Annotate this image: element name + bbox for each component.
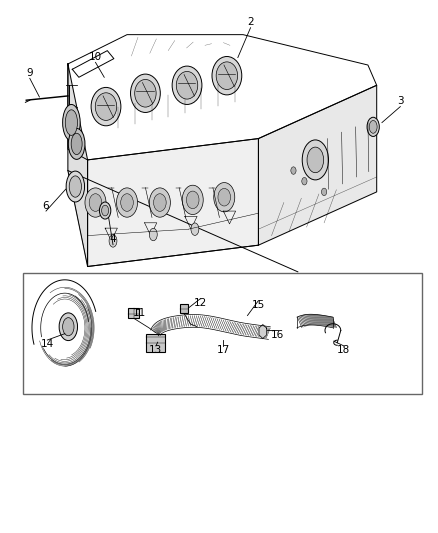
- Text: 14: 14: [41, 340, 54, 349]
- Ellipse shape: [154, 193, 166, 212]
- Ellipse shape: [109, 235, 117, 247]
- Ellipse shape: [302, 177, 307, 185]
- Ellipse shape: [149, 228, 157, 241]
- Text: 10: 10: [89, 52, 102, 62]
- Ellipse shape: [71, 133, 82, 155]
- Ellipse shape: [187, 191, 199, 209]
- Ellipse shape: [102, 205, 109, 216]
- Ellipse shape: [85, 188, 106, 217]
- Bar: [23, 273, 422, 394]
- Ellipse shape: [149, 188, 170, 217]
- Ellipse shape: [95, 93, 117, 120]
- Bar: [128, 308, 139, 318]
- Text: 12: 12: [194, 298, 207, 308]
- Text: 9: 9: [26, 68, 33, 78]
- Ellipse shape: [59, 313, 78, 341]
- Polygon shape: [68, 64, 88, 266]
- Polygon shape: [259, 325, 267, 338]
- Ellipse shape: [91, 87, 121, 126]
- Ellipse shape: [218, 188, 230, 206]
- Ellipse shape: [63, 104, 80, 141]
- Text: 6: 6: [42, 201, 49, 211]
- Text: 11: 11: [133, 309, 146, 318]
- Text: 17: 17: [217, 345, 230, 355]
- Ellipse shape: [291, 167, 296, 174]
- Text: 16: 16: [271, 330, 284, 340]
- Polygon shape: [258, 85, 377, 245]
- Ellipse shape: [191, 223, 199, 236]
- Bar: [146, 334, 165, 352]
- Ellipse shape: [307, 147, 324, 173]
- Bar: [180, 304, 188, 313]
- Text: 15: 15: [252, 300, 265, 310]
- Ellipse shape: [369, 120, 377, 133]
- Ellipse shape: [65, 110, 78, 135]
- Polygon shape: [68, 35, 377, 160]
- Ellipse shape: [302, 140, 328, 180]
- Text: 2: 2: [247, 18, 254, 27]
- Ellipse shape: [216, 62, 237, 90]
- Ellipse shape: [214, 182, 235, 212]
- Ellipse shape: [99, 202, 111, 219]
- Polygon shape: [88, 139, 258, 266]
- Ellipse shape: [212, 56, 242, 95]
- Ellipse shape: [135, 79, 156, 107]
- Ellipse shape: [182, 185, 203, 215]
- Ellipse shape: [89, 193, 102, 212]
- Ellipse shape: [68, 128, 85, 159]
- Ellipse shape: [66, 171, 85, 202]
- Ellipse shape: [121, 193, 133, 212]
- Ellipse shape: [177, 71, 198, 99]
- Ellipse shape: [321, 188, 327, 196]
- Text: 4: 4: [110, 235, 117, 244]
- Ellipse shape: [367, 117, 379, 136]
- Ellipse shape: [63, 318, 74, 336]
- Ellipse shape: [172, 66, 202, 104]
- Ellipse shape: [117, 188, 138, 217]
- Text: 18: 18: [337, 345, 350, 355]
- Text: 13: 13: [149, 345, 162, 355]
- Ellipse shape: [131, 74, 160, 112]
- Ellipse shape: [69, 176, 81, 197]
- Text: 3: 3: [397, 96, 404, 106]
